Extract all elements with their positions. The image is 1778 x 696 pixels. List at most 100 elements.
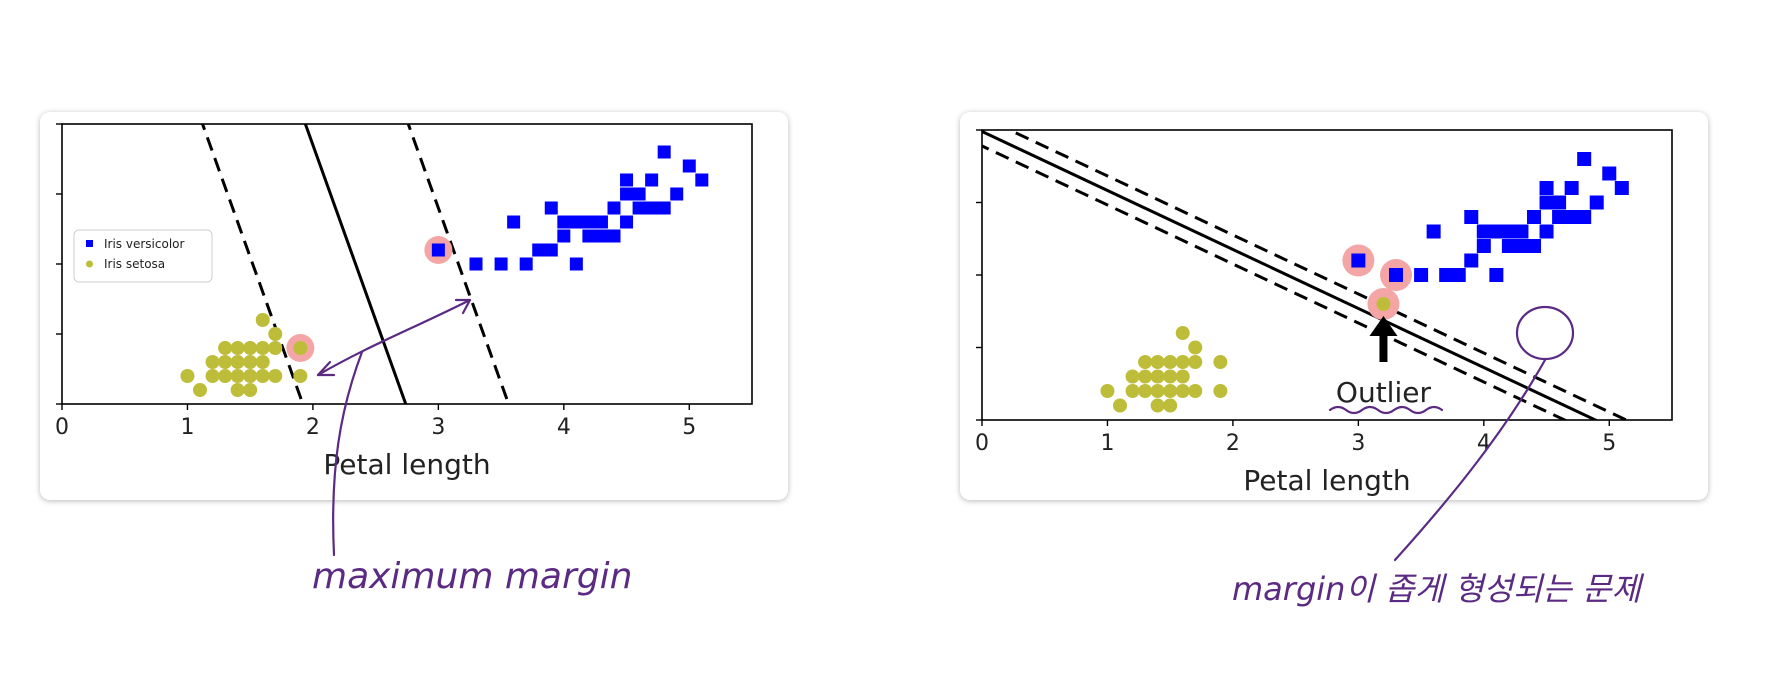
versicolor-point xyxy=(1414,268,1429,282)
setosa-point xyxy=(255,341,270,355)
versicolor-point xyxy=(1614,181,1629,195)
legend-setosa-label: Iris setosa xyxy=(104,257,165,271)
setosa-point xyxy=(243,369,258,383)
setosa-point xyxy=(230,383,245,397)
versicolor-point xyxy=(1527,239,1541,253)
versicolor-point xyxy=(1564,210,1579,224)
x-tick-label: 1 xyxy=(180,415,194,440)
x-tick-label: 1 xyxy=(1100,431,1114,456)
legend-setosa-swatch xyxy=(86,260,93,268)
setosa-point xyxy=(218,341,233,355)
decision-boundary xyxy=(982,130,1599,420)
decision-boundary xyxy=(303,124,408,404)
setosa-point xyxy=(1138,384,1153,398)
setosa-point xyxy=(230,341,245,355)
versicolor-point xyxy=(532,243,546,257)
x-tick-label: 0 xyxy=(975,431,989,456)
legend: Iris versicolor Iris setosa xyxy=(73,229,213,283)
setosa-point xyxy=(255,369,270,383)
versicolor-point xyxy=(682,159,696,173)
setosa-point xyxy=(1100,384,1115,398)
left-margin-arrow xyxy=(316,298,472,377)
setosa-point xyxy=(1163,398,1178,413)
versicolor-point xyxy=(645,201,659,215)
setosa-point xyxy=(1138,369,1153,384)
left-note-leader xyxy=(332,350,364,557)
setosa-point xyxy=(243,355,258,369)
setosa-point xyxy=(205,369,220,383)
versicolor-point xyxy=(507,215,521,229)
versicolor-point xyxy=(1564,181,1579,195)
versicolor-point xyxy=(1527,210,1541,224)
setosa-point xyxy=(1163,384,1178,398)
setosa-point xyxy=(243,341,258,355)
x-axis-label: Petal length xyxy=(1243,464,1410,497)
versicolor-point xyxy=(632,201,646,215)
setosa-point xyxy=(1213,384,1228,398)
versicolor-point xyxy=(1577,152,1592,166)
chart-left: 0 1 2 3 4 5 Petal length Iris versicolor Iris se… xyxy=(55,123,753,481)
margin-line-lower xyxy=(982,144,1569,420)
setosa-point xyxy=(293,341,308,355)
versicolor-point xyxy=(632,187,646,201)
setosa-point xyxy=(193,383,207,397)
versicolor-point xyxy=(1464,210,1479,224)
versicolor-point xyxy=(1552,195,1567,210)
versicolor-point xyxy=(544,243,558,257)
versicolor-point xyxy=(1589,195,1604,210)
versicolor-point xyxy=(695,173,709,187)
margin-line-upper xyxy=(1006,130,1630,420)
versicolor-point xyxy=(657,145,671,159)
versicolor-point xyxy=(607,229,621,243)
setosa-point xyxy=(1213,355,1228,369)
outlier-underline xyxy=(1328,405,1444,415)
narrow-margin-circle xyxy=(1515,305,1575,361)
versicolor-point xyxy=(1501,224,1516,239)
versicolor-point xyxy=(557,229,571,243)
setosa-point xyxy=(1163,355,1178,369)
versicolor-point xyxy=(1439,268,1454,282)
versicolor-point xyxy=(519,257,533,271)
setosa-point xyxy=(1175,384,1190,398)
x-tick-label: 5 xyxy=(682,415,696,440)
versicolor-point xyxy=(1351,253,1366,268)
versicolor-point xyxy=(1451,268,1466,282)
setosa-point xyxy=(1150,398,1165,413)
setosa-point xyxy=(218,355,233,369)
right-note-leader xyxy=(1393,358,1547,562)
setosa-point xyxy=(205,355,220,369)
versicolor-point xyxy=(557,215,571,229)
setosa-point xyxy=(1150,369,1165,384)
setosa-point xyxy=(255,355,270,369)
versicolor-point xyxy=(1501,239,1516,253)
setosa-point xyxy=(1175,326,1190,340)
outlier-arrow-shaft xyxy=(1379,332,1388,362)
versicolor-point xyxy=(1577,210,1592,224)
x-tick-label: 3 xyxy=(1351,431,1365,456)
versicolor-point xyxy=(1489,224,1504,239)
x-axis-label: Petal length xyxy=(323,448,490,481)
versicolor-point xyxy=(431,243,445,257)
setosa-point xyxy=(1175,369,1190,384)
setosa-point xyxy=(1188,355,1203,369)
versicolor-point xyxy=(670,187,684,201)
versicolor-point xyxy=(1602,166,1617,181)
versicolor-point xyxy=(1539,224,1554,239)
versicolor-point xyxy=(1489,268,1504,282)
setosa-point xyxy=(1188,340,1203,355)
versicolor-point xyxy=(569,257,583,271)
left-note-text: maximum margin xyxy=(312,556,632,597)
versicolor-point xyxy=(645,173,659,187)
setosa-point xyxy=(230,369,245,383)
versicolor-point xyxy=(620,173,634,187)
versicolor-point xyxy=(594,229,608,243)
versicolor-point xyxy=(1539,195,1554,210)
versicolor-point xyxy=(1464,253,1479,268)
plot-area xyxy=(180,124,709,404)
x-tick-label: 3 xyxy=(431,415,445,440)
setosa-point xyxy=(243,383,258,397)
margin-line-lower xyxy=(200,124,305,404)
setosa-point xyxy=(268,327,283,341)
